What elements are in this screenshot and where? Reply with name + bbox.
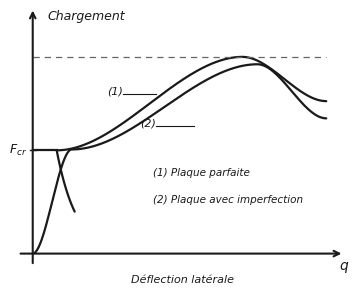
Text: q: q <box>340 259 348 272</box>
Text: (2): (2) <box>140 118 156 128</box>
Text: (1) Plaque parfaite: (1) Plaque parfaite <box>152 168 250 177</box>
Text: Chargement: Chargement <box>48 10 125 23</box>
Text: (2) Plaque avec imperfection: (2) Plaque avec imperfection <box>152 195 303 204</box>
Text: (1): (1) <box>108 86 124 96</box>
Text: Déflection latérale: Déflection latérale <box>131 274 234 285</box>
Text: $F_{cr}$: $F_{cr}$ <box>9 143 27 158</box>
